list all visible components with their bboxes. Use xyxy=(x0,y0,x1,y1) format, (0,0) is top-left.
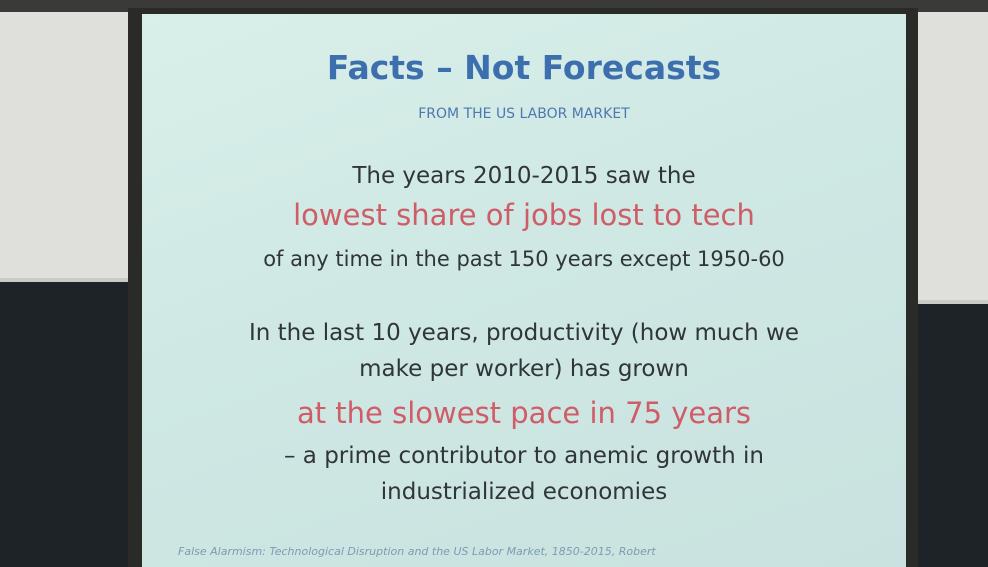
text-line: industrialized economies xyxy=(142,479,906,505)
text-line: In the last 10 years, productivity (how … xyxy=(142,320,906,346)
citation: False Alarmism: Technological Disruption… xyxy=(178,545,656,558)
blackboard xyxy=(910,300,988,567)
text-line: – a prime contributor to anemic growth i… xyxy=(142,443,906,469)
blackboard xyxy=(0,278,130,567)
photo: Facts – Not Forecasts FROM THE US LABOR … xyxy=(0,0,988,567)
highlight-line: at the slowest pace in 75 years xyxy=(142,396,906,430)
slide-subtitle: FROM THE US LABOR MARKET xyxy=(142,106,906,122)
text-line: make per worker) has grown xyxy=(142,356,906,382)
slide-title: Facts – Not Forecasts xyxy=(142,48,906,87)
text-line: The years 2010-2015 saw the xyxy=(142,163,906,189)
text-line: of any time in the past 150 years except… xyxy=(142,247,906,271)
highlight-line: lowest share of jobs lost to tech xyxy=(142,198,906,232)
